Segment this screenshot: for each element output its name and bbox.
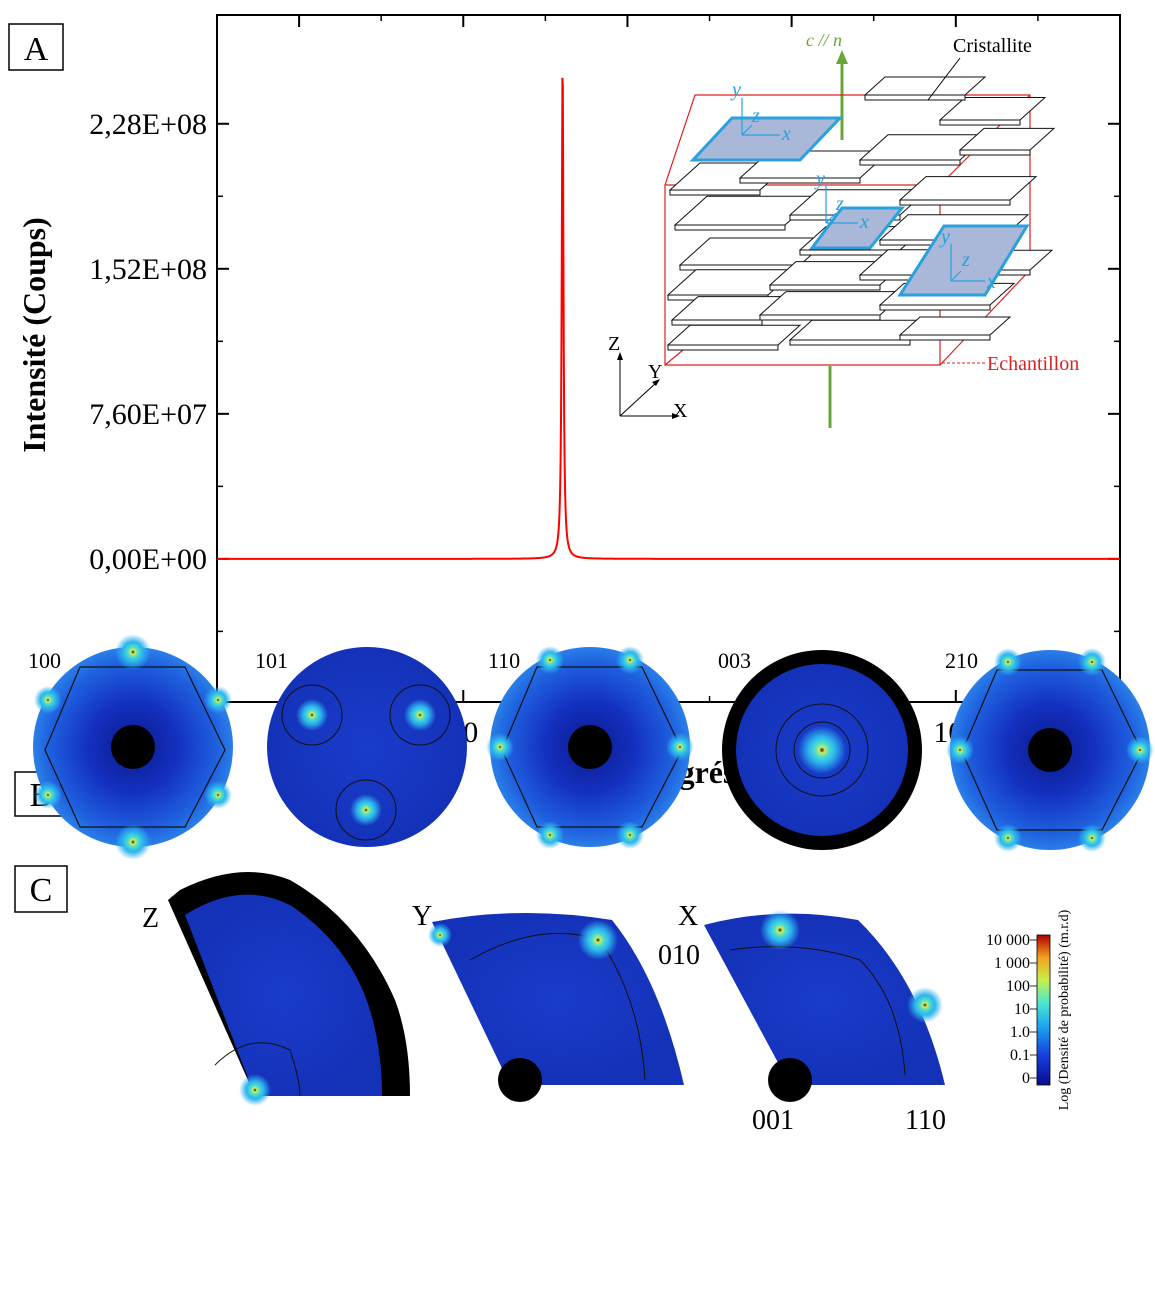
colorbar-gradient [1036, 934, 1051, 1086]
sample-axis-y: Y [648, 361, 662, 383]
crystallite-edge [789, 339, 911, 346]
colorbar-tick-label: 0.1 [1010, 1047, 1030, 1064]
pole-figure-100: 100 [28, 634, 233, 860]
crystal-axis-x-3: x [986, 271, 996, 293]
crystallite-leader [927, 57, 961, 101]
pf-label-101: 101 [255, 648, 288, 673]
crystallite-edge [674, 224, 786, 231]
crystallite-plate [863, 76, 987, 96]
sample-label: Echantillon [987, 353, 1079, 375]
crystallite-edge [669, 189, 761, 196]
arrow-head-icon [836, 50, 848, 64]
pf-label-210: 210 [945, 648, 978, 673]
colorbar-tick-label: 0 [1022, 1070, 1030, 1087]
pf-label-110: 110 [488, 648, 520, 673]
y-arrow-icon [652, 379, 660, 386]
colorbar-tick-label: 1 000 [994, 955, 1030, 972]
crystallite-edge [759, 314, 881, 321]
sample-axis-x: X [673, 400, 688, 422]
colorbar-title: Log (Densité de probabilité) (m.r.d) [1057, 909, 1072, 1110]
colorbar-tick-label: 1.0 [1010, 1024, 1030, 1041]
inverse-pole-figure-x: X 010 001 110 [658, 901, 946, 1136]
crystallite-plate [958, 127, 1056, 151]
pole-figure-210: 210 [945, 648, 1154, 852]
crystal-axis-x-2: x [859, 211, 869, 233]
ipf-corner-110: 110 [905, 1105, 946, 1136]
ipf-corner-010: 010 [658, 940, 700, 971]
blue-crystallites [689, 116, 1030, 297]
inverse-pole-figure-y: Y [412, 901, 684, 1102]
y-axis: 0,00E+00 7,60E+07 1,52E+08 2,28E+08 [89, 108, 1120, 633]
ipf-label-y: Y [412, 901, 432, 932]
crystallite-edge [939, 119, 1021, 126]
inset-schematic: c // n y x z [608, 30, 1079, 428]
crystal-axis-z-3: z [961, 249, 970, 271]
crystallites [666, 76, 1056, 351]
crystallite-edge [959, 149, 1031, 156]
pf-label-100: 100 [28, 648, 61, 673]
crystallite-edge [879, 304, 991, 311]
crystallite-label: Cristallite [953, 35, 1032, 57]
crystallite-plate [666, 324, 802, 346]
pole-figure-003: 003 [718, 648, 922, 850]
colorbar-tick-label: 10 000 [986, 932, 1030, 949]
crystallite-edge [739, 177, 861, 184]
crystal-axis-y-3: y [939, 226, 950, 248]
crystallite-edge [667, 344, 779, 351]
crystallite-edge [679, 264, 801, 271]
vector-label: c // n [806, 30, 842, 50]
y-tick-label: 0,00E+00 [89, 543, 207, 576]
crystallite-edge [671, 319, 763, 326]
crystallite-edge [769, 284, 881, 291]
crystal-axis-y-2: y [814, 168, 825, 190]
crystallite-edge [899, 334, 991, 341]
z-arrow-icon [617, 352, 623, 360]
crystallite-edge [899, 199, 1011, 206]
crystal-axis-z-1: z [751, 105, 760, 127]
y-axis-title: Intensité (Coups) [16, 217, 52, 453]
y-tick-label: 1,52E+08 [89, 253, 207, 286]
crystal-axis-y-1: y [730, 79, 741, 101]
pf-label-003: 003 [718, 648, 751, 673]
panel-c-label: C [30, 872, 53, 909]
panel-c-box [14, 865, 68, 913]
crystallite-edge [859, 159, 961, 166]
panel-c: C Z Y X 010 001 110 [14, 865, 1072, 1136]
y-tick-label: 7,60E+07 [89, 398, 207, 431]
ipf-corner-001: 001 [752, 1105, 794, 1136]
panel-b: B 100 101 [14, 634, 1154, 860]
panel-a: A 0,00E+007,60E+071,52E+082,28E+08 20406… [8, 14, 1143, 790]
panel-a-label: A [24, 31, 49, 68]
x-arrow-icon [672, 413, 680, 419]
pole-figure-101: 101 [255, 647, 467, 847]
colorbar-ticks: 10 000 1 000 100 10 1.0 0.1 0 [986, 932, 1037, 1087]
ipf-label-z: Z [142, 903, 159, 934]
panel-a-box [8, 23, 64, 71]
colorbar: 10 000 1 000 100 10 1.0 0.1 0 Log (Densité de … [986, 909, 1072, 1110]
sample-axis-z: Z [608, 333, 620, 355]
crystallite-plate [898, 176, 1038, 201]
inverse-pole-figure-z: Z [142, 872, 410, 1106]
pole-figure-110: 110 [486, 646, 694, 849]
crystal-axis-x-1: x [781, 123, 791, 145]
crystal-axis-z-2: z [835, 193, 844, 215]
ipf-label-x: X [678, 901, 698, 932]
y-tick-label: 2,28E+08 [89, 108, 207, 141]
colorbar-tick-label: 10 [1014, 1001, 1030, 1018]
colorbar-tick-label: 100 [1006, 978, 1030, 995]
crystallite-plate [938, 97, 1047, 121]
series-line [217, 77, 1120, 560]
crystallite-plate [898, 316, 1012, 336]
crystallite-edge [864, 94, 966, 101]
